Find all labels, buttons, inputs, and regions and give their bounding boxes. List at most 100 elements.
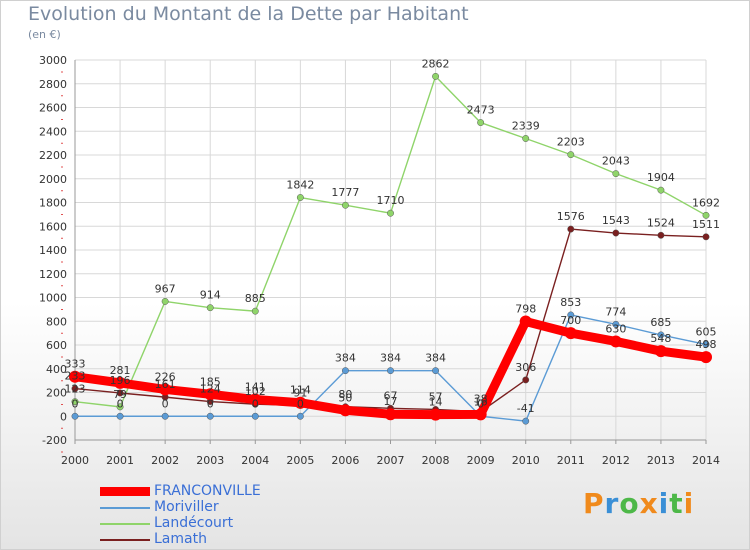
data-label-landécourt: 1692 — [692, 196, 720, 209]
x-tick-label: 2013 — [647, 454, 675, 467]
data-label-landécourt: 1710 — [377, 194, 405, 207]
data-label-moriviller: 0 — [477, 397, 484, 410]
data-point-landécourt — [567, 151, 575, 159]
data-label-moriviller: 0 — [72, 397, 79, 410]
data-point-landécourt — [206, 304, 214, 312]
data-label-landécourt: 2862 — [422, 57, 450, 70]
data-label-landécourt: 123 — [65, 383, 86, 396]
logo-letter: o — [619, 487, 640, 520]
y-tick-label: 2200 — [39, 149, 67, 162]
data-point-franconville — [249, 393, 262, 406]
data-point-franconville — [429, 408, 442, 421]
data-label-franconville: 630 — [605, 322, 626, 335]
data-point-landécourt — [251, 307, 259, 315]
data-point-lamath — [71, 385, 79, 393]
x-tick-label: 2009 — [467, 454, 495, 467]
data-point-moriviller — [387, 367, 394, 375]
data-label-lamath: 1511 — [692, 218, 720, 231]
data-point-moriviller — [567, 311, 575, 319]
data-point-landécourt — [296, 194, 304, 201]
x-tick-label: 2014 — [692, 454, 720, 467]
data-label-moriviller: 853 — [560, 296, 581, 309]
data-point-moriviller — [206, 412, 214, 420]
data-point-landécourt — [161, 297, 169, 305]
data-label-lamath: 91 — [293, 386, 307, 399]
data-point-franconville — [474, 408, 487, 421]
data-label-lamath: 1576 — [557, 210, 585, 223]
logo-letter: x — [639, 487, 659, 520]
y-tick-label: 400 — [46, 363, 67, 376]
data-label-lamath: 306 — [515, 361, 536, 374]
data-point-landécourt — [71, 398, 79, 406]
y-tick-label: 600 — [46, 339, 67, 352]
legend-label: Lamath — [154, 531, 207, 547]
legend-swatch — [100, 523, 150, 525]
legend-item-moriviller: Moriviller — [100, 499, 360, 515]
data-label-franconville: 281 — [110, 364, 131, 377]
data-point-moriviller — [432, 367, 440, 375]
data-label-moriviller: 0 — [297, 397, 304, 410]
x-tick-label: 2008 — [422, 454, 450, 467]
data-point-landécourt — [116, 403, 124, 411]
data-label-franconville: 498 — [696, 338, 717, 351]
data-point-franconville — [700, 351, 712, 364]
x-tick-label: 2006 — [331, 454, 359, 467]
legend-item-lamath: Lamath — [100, 531, 360, 547]
data-label-franconville: 114 — [290, 384, 311, 397]
data-label-lamath: 1524 — [647, 216, 675, 229]
data-label-franconville: 185 — [200, 375, 221, 388]
data-label-franconville: 226 — [155, 370, 176, 383]
axes: -200020040060080010001200140016001800200… — [39, 54, 720, 467]
data-point-landécourt — [341, 201, 349, 209]
data-label-moriviller: 685 — [650, 316, 671, 329]
data-point-moriviller — [71, 412, 79, 420]
data-point-franconville — [159, 383, 172, 396]
data-label-franconville: 798 — [515, 302, 536, 315]
x-tick-label: 2002 — [151, 454, 179, 467]
data-label-franconville: 16 — [474, 395, 488, 408]
chart-title: Evolution du Montant de la Dette par Hab… — [28, 3, 469, 25]
data-point-franconville — [654, 345, 667, 358]
x-tick-label: 2012 — [602, 454, 630, 467]
data-label-landécourt: 2203 — [557, 136, 585, 149]
data-point-moriviller — [612, 320, 620, 328]
y-tick-label: 3000 — [39, 54, 67, 67]
data-label-lamath: 233 — [65, 370, 86, 383]
data-point-lamath — [612, 229, 620, 237]
y-tick-label: 2600 — [39, 102, 67, 115]
y-tick-label: 2800 — [39, 78, 67, 91]
data-label-franconville: 50 — [338, 391, 352, 404]
legend-label: FRANCONVILLE — [154, 483, 261, 499]
data-point-franconville — [69, 370, 81, 383]
data-point-lamath — [567, 225, 575, 233]
data-label-lamath: 124 — [200, 383, 221, 396]
data-label-landécourt: 1904 — [647, 171, 675, 184]
y-tick-label: 1800 — [39, 197, 67, 210]
data-label-franconville: 17 — [384, 395, 398, 408]
proxiti-logo: Proxiti — [583, 487, 694, 520]
data-label-moriviller: 384 — [425, 352, 446, 365]
data-point-lamath — [116, 389, 124, 397]
data-point-landécourt — [432, 72, 440, 80]
logo-letter: r — [604, 487, 620, 520]
x-tick-label: 2007 — [377, 454, 405, 467]
data-point-lamath — [657, 231, 665, 239]
data-label-moriviller: -41 — [517, 402, 535, 415]
legend-swatch — [100, 507, 150, 509]
series-layer — [69, 72, 712, 425]
data-point-franconville — [609, 335, 622, 348]
data-label-franconville: 14 — [429, 396, 443, 409]
data-point-moriviller — [161, 412, 169, 420]
data-point-moriviller — [522, 417, 530, 425]
data-label-moriviller: 0 — [162, 397, 169, 410]
legend-label: Landécourt — [154, 515, 234, 531]
legend-item-landécourt: Landécourt — [100, 515, 360, 531]
data-point-franconville — [339, 404, 352, 417]
y-tick-label: 1600 — [39, 220, 67, 233]
x-tick-label: 2003 — [196, 454, 224, 467]
data-point-franconville — [519, 315, 532, 328]
data-point-franconville — [294, 396, 307, 409]
data-point-franconville — [564, 327, 577, 340]
